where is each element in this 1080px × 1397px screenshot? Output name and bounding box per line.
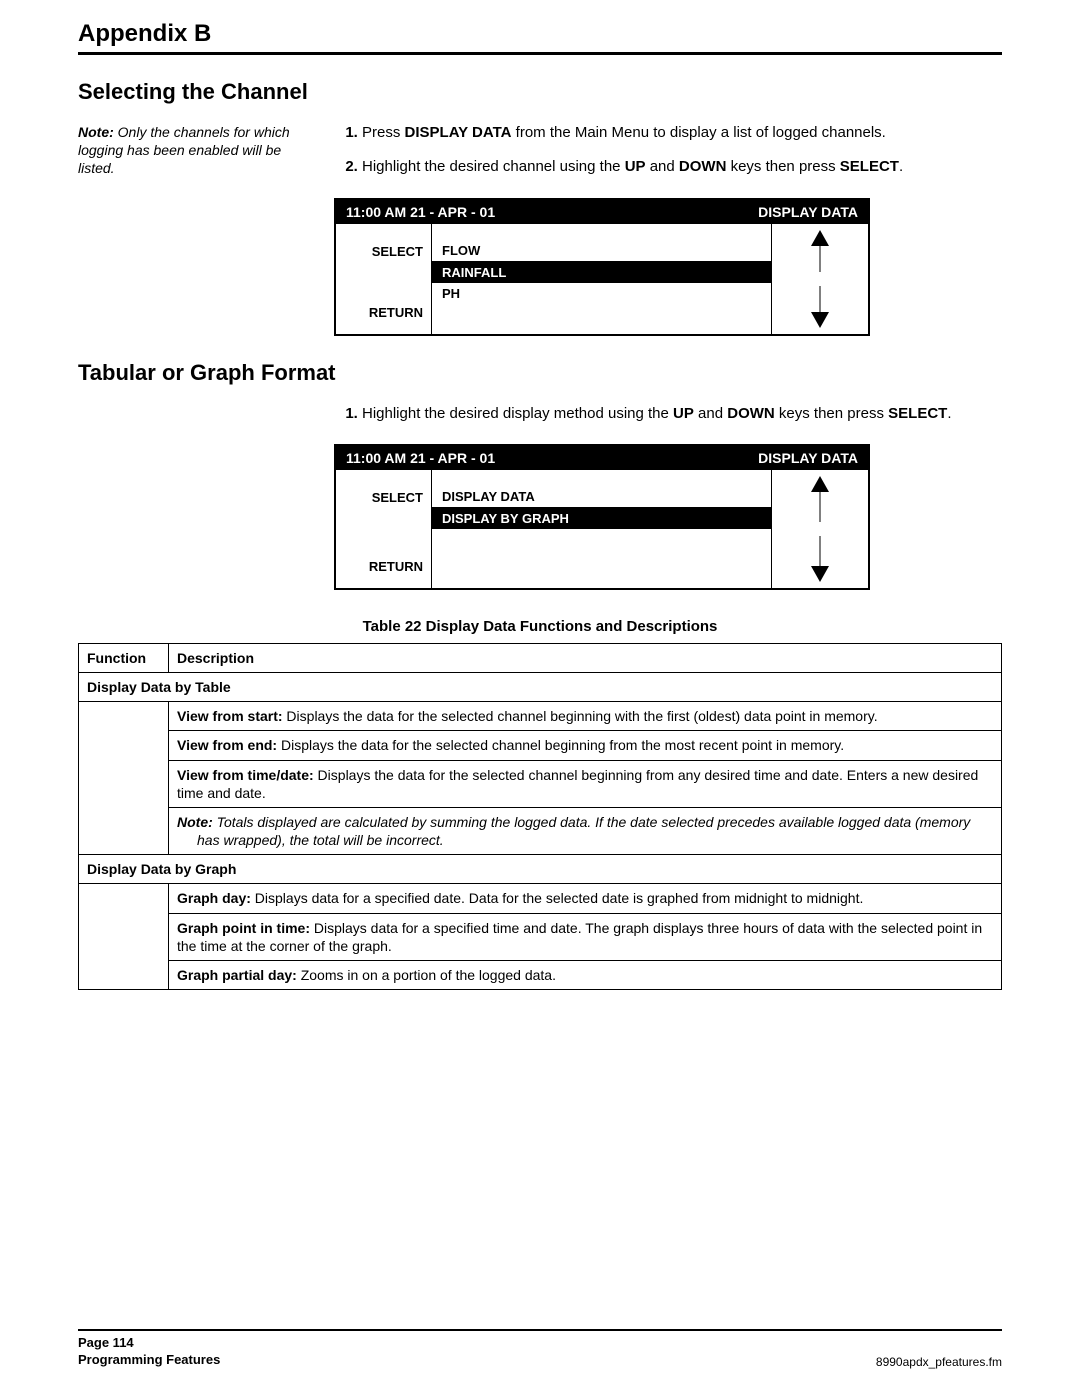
arrow-stem	[820, 242, 821, 272]
step-list: Press DISPLAY DATA from the Main Menu to…	[340, 123, 1002, 178]
table-header-function: Function	[79, 643, 169, 672]
section-heading-selecting-channel: Selecting the Channel	[78, 79, 1002, 105]
footer-filename: 8990apdx_pfeatures.fm	[876, 1355, 1002, 1369]
section-heading-tabular-graph: Tabular or Graph Format	[78, 360, 1002, 386]
step-item: Highlight the desired channel using the …	[362, 157, 1002, 177]
table-cell-empty	[79, 884, 169, 990]
keyword-select: SELECT	[888, 405, 947, 422]
screen-time: 11:00 AM 21 - APR - 01	[346, 450, 495, 466]
step-text: Press	[362, 124, 405, 141]
keyword-up: UP	[625, 158, 646, 175]
table-group-title: Display Data by Table	[79, 672, 1002, 701]
page-footer: Page 114 Programming Features 8990apdx_p…	[78, 1329, 1002, 1369]
screen-title: DISPLAY DATA	[758, 204, 858, 220]
return-button-label: RETURN	[344, 559, 423, 574]
step-text: keys then press	[726, 158, 839, 175]
step-item: Highlight the desired display method usi…	[362, 404, 1002, 424]
keyword-down: DOWN	[727, 405, 775, 422]
screen-title: DISPLAY DATA	[758, 450, 858, 466]
table-cell: Graph point in time: Displays data for a…	[169, 913, 1002, 960]
step-list: Highlight the desired display method usi…	[340, 404, 1002, 424]
row-text: Zooms in on a portion of the logged data…	[297, 967, 556, 983]
screen-list: FLOW RAINFALL PH	[432, 224, 772, 334]
step-item: Press DISPLAY DATA from the Main Menu to…	[362, 123, 1002, 143]
list-item: DISPLAY DATA	[432, 486, 771, 508]
arrow-down-icon	[811, 312, 829, 328]
step-text: .	[947, 405, 951, 422]
side-note: Note: Only the channels for which loggin…	[78, 123, 308, 192]
table-cell-empty	[79, 702, 169, 855]
row-keyword: View from end:	[177, 737, 277, 753]
arrow-stem	[820, 488, 821, 522]
keyword-up: UP	[673, 405, 694, 422]
step-text: Highlight the desired display method usi…	[362, 405, 673, 422]
row-keyword: Graph point in time:	[177, 920, 310, 936]
step-text: and	[646, 158, 679, 175]
list-item: PH	[432, 283, 771, 304]
table-cell: Graph partial day: Zooms in on a portion…	[169, 961, 1002, 990]
note-keyword: Note:	[177, 814, 213, 830]
step-text: Highlight the desired channel using the	[362, 158, 625, 175]
row-text: Displays the data for the selected chann…	[277, 737, 844, 753]
lcd-screen-format: 11:00 AM 21 - APR - 01 DISPLAY DATA SELE…	[334, 444, 870, 590]
lcd-screen-channel: 11:00 AM 21 - APR - 01 DISPLAY DATA SELE…	[334, 198, 870, 336]
table-cell: View from end: Displays the data for the…	[169, 731, 1002, 760]
functions-table: Function Description Display Data by Tab…	[78, 643, 1002, 990]
table-cell: View from start: Displays the data for t…	[169, 702, 1002, 731]
note-label: Note:	[78, 124, 114, 140]
table-caption: Table 22 Display Data Functions and Desc…	[78, 618, 1002, 635]
select-button-label: SELECT	[344, 244, 423, 259]
table-cell: Graph day: Displays data for a specified…	[169, 884, 1002, 913]
screen-list: DISPLAY DATA DISPLAY BY GRAPH	[432, 470, 772, 588]
arrow-stem	[820, 536, 821, 570]
keyword-display-data: DISPLAY DATA	[405, 124, 512, 141]
row-keyword: View from time/date:	[177, 767, 314, 783]
table-cell-note: Note: Totals displayed are calculated by…	[169, 807, 1002, 854]
footer-section-name: Programming Features	[78, 1352, 220, 1369]
row-text: Displays the data for the selected chann…	[283, 708, 878, 724]
screen-time: 11:00 AM 21 - APR - 01	[346, 204, 495, 220]
step-text: and	[694, 405, 727, 422]
step-text: .	[899, 158, 903, 175]
arrow-down-icon	[811, 566, 829, 582]
table-cell: View from time/date: Displays the data f…	[169, 760, 1002, 807]
row-keyword: Graph day:	[177, 890, 251, 906]
footer-page-number: Page 114	[78, 1335, 220, 1352]
list-item-selected: DISPLAY BY GRAPH	[432, 508, 771, 529]
step-text: from the Main Menu to display a list of …	[511, 124, 885, 141]
keyword-down: DOWN	[679, 158, 727, 175]
appendix-title: Appendix B	[78, 20, 1002, 48]
row-keyword: Graph partial day:	[177, 967, 297, 983]
keyword-select: SELECT	[840, 158, 899, 175]
row-text: Displays data for a specified date. Data…	[251, 890, 863, 906]
step-text: keys then press	[775, 405, 888, 422]
list-item: FLOW	[432, 240, 771, 262]
table-group-title: Display Data by Graph	[79, 855, 1002, 884]
list-item-selected: RAINFALL	[432, 262, 771, 283]
return-button-label: RETURN	[344, 305, 423, 320]
footer-rule	[78, 1329, 1002, 1331]
row-keyword: View from start:	[177, 708, 283, 724]
select-button-label: SELECT	[344, 490, 423, 505]
note-text: Totals displayed are calculated by summi…	[197, 814, 970, 848]
horizontal-rule	[78, 52, 1002, 55]
table-header-description: Description	[169, 643, 1002, 672]
